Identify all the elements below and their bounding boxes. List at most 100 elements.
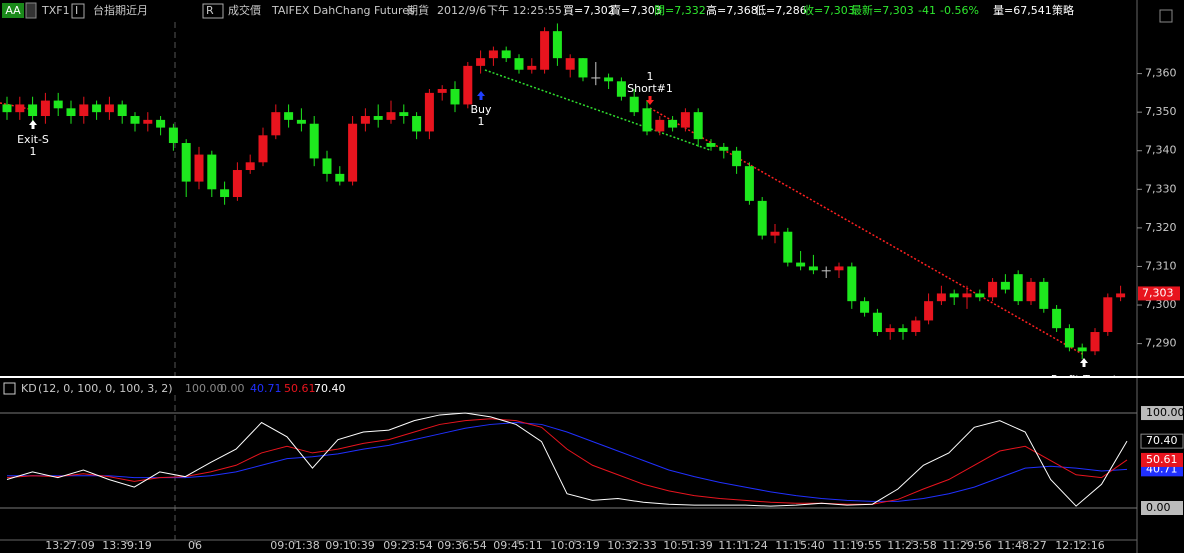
y-tick-label: 7,330: [1145, 182, 1177, 195]
icon-box[interactable]: [202, 3, 224, 19]
candle-body: [744, 166, 754, 201]
x-tick-label: 13:27:09: [45, 539, 94, 552]
kd-value-box: [1140, 433, 1184, 449]
header-text[interactable]: R: [206, 4, 214, 17]
signal-arrow: [1080, 358, 1088, 367]
header-text: 下午 12:25:55: [487, 4, 562, 17]
candle-body: [220, 189, 230, 198]
candle-body: [232, 170, 242, 198]
candle-body: [501, 50, 511, 59]
candle-body: [706, 143, 716, 147]
candle-body: [1064, 328, 1074, 348]
annotation: Profit Target: [1051, 373, 1118, 386]
x-tick-label: 06: [188, 539, 202, 552]
candle-body: [53, 100, 63, 109]
badge: AA: [5, 4, 21, 17]
kd-legend-value: 50.61: [284, 382, 316, 395]
candle-body: [808, 266, 818, 271]
header-text: 量=67,541: [993, 4, 1052, 17]
header-text: 賣=7,303: [610, 3, 662, 17]
candle-body: [783, 231, 793, 263]
close-indicator[interactable]: [3, 382, 16, 395]
candle-body: [412, 116, 422, 132]
x-tick-label: 11:11:24: [718, 539, 767, 552]
candle-body: [770, 231, 780, 236]
level-box: [1141, 406, 1183, 421]
last-price-mark: [1138, 286, 1180, 301]
trade-line: [649, 107, 1085, 356]
candle-body: [975, 293, 985, 298]
header-text: 高=7,368: [706, 3, 758, 17]
candle-body: [271, 112, 281, 136]
candle-body: [143, 119, 153, 124]
x-tick-label: 11:29:56: [942, 539, 991, 552]
candle-body: [757, 200, 767, 236]
candle-body: [40, 100, 50, 117]
candle-body: [373, 116, 383, 120]
annotation: 1: [30, 145, 37, 158]
candle-body: [348, 123, 358, 182]
header-text: 低=7,286: [755, 4, 807, 17]
candle-body: [796, 262, 806, 267]
candle-body: [463, 65, 473, 105]
candle-body: [514, 58, 524, 70]
candle-body: [309, 123, 319, 159]
dropdown[interactable]: [25, 2, 37, 19]
candle-body: [962, 293, 972, 298]
header-text: 2012/9/6: [437, 4, 486, 17]
candle-body: [2, 104, 12, 113]
x-tick-label: 11:15:40: [775, 539, 824, 552]
candle-body: [834, 266, 844, 271]
x-tick-label: 09:36:54: [437, 539, 486, 552]
annotation: Exit-S: [17, 133, 49, 146]
header-text: -41: [918, 4, 936, 17]
signal-arrow: [646, 96, 654, 105]
candle-body: [847, 266, 857, 302]
x-tick-label: 09:01:38: [270, 539, 319, 552]
x-tick-label: 09:45:11: [493, 539, 542, 552]
candle-body: [476, 58, 486, 66]
kd-params: (12, 0, 100, 0, 100, 3, 2): [38, 382, 173, 395]
candle-body: [668, 119, 678, 128]
candle-body: [591, 77, 601, 79]
candle-body: [719, 146, 729, 151]
level-label: 0.00: [1146, 501, 1171, 514]
candle-body: [1077, 347, 1087, 352]
level-box: [1141, 500, 1183, 515]
icon-box[interactable]: [71, 3, 85, 19]
candle-body: [936, 293, 946, 302]
candle-body: [552, 31, 562, 59]
y-tick-label: 7,300: [1145, 298, 1177, 311]
candle-body: [322, 158, 332, 174]
x-tick-label: 11:23:58: [887, 539, 936, 552]
header-text: 策略: [1052, 3, 1074, 17]
candle-body: [604, 77, 614, 82]
candle-body: [79, 104, 89, 117]
header-text: 買=7,302: [563, 4, 615, 17]
candle-body: [424, 92, 434, 132]
window-button[interactable]: [1159, 9, 1173, 23]
x-tick-label: 10:03:19: [550, 539, 599, 552]
candle-body: [284, 112, 294, 120]
candle-body: [104, 104, 114, 113]
candle-body: [168, 127, 178, 144]
signal-arrow: [477, 91, 485, 100]
legend-level: 0.00: [220, 382, 245, 395]
badge-box[interactable]: [2, 3, 24, 18]
annotation: 1: [647, 70, 654, 83]
candle-body: [885, 328, 895, 333]
y-tick-label: 7,320: [1145, 221, 1177, 234]
candle-body: [488, 50, 498, 59]
x-tick-label: 11:19:55: [832, 539, 881, 552]
header-text: TAIFEX: [271, 4, 310, 17]
candle-body: [207, 154, 217, 190]
candle-body: [181, 143, 191, 182]
candle-body: [732, 150, 742, 167]
candle-body: [437, 89, 447, 93]
legend-level: 100.00: [185, 382, 224, 395]
candle-body: [527, 65, 537, 70]
header-text[interactable]: I: [75, 4, 78, 17]
x-tick-label: 09:10:39: [325, 539, 374, 552]
candle-body: [258, 135, 268, 163]
candle-body: [860, 301, 870, 313]
